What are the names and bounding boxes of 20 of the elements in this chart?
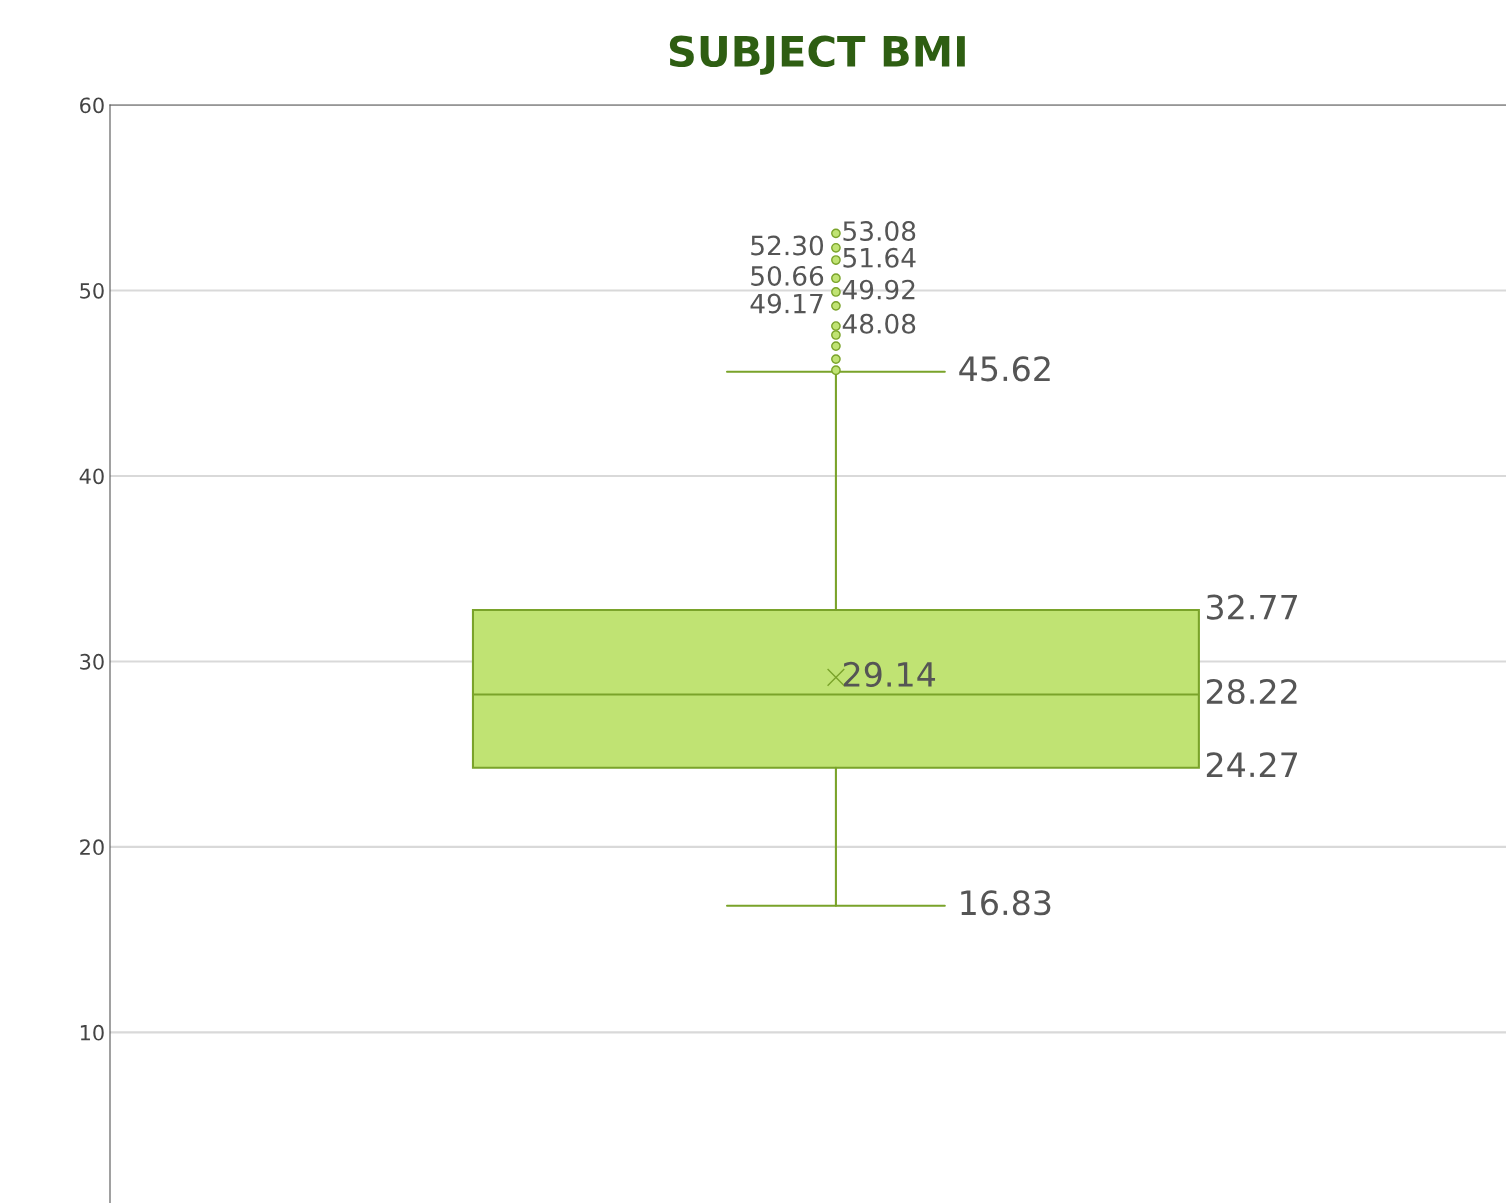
annotation: 48.08 (842, 313, 916, 334)
y-tick-label: 50 (80, 282, 104, 299)
y-tick-label: 10 (80, 1024, 104, 1041)
y-tick-label: 20 (80, 839, 104, 856)
chart-title: SUBJECT BMI (669, 35, 965, 75)
annotation: 32.77 (1206, 594, 1298, 620)
annotation: 28.22 (1206, 678, 1297, 705)
annotation: 51.64 (843, 247, 916, 268)
annotation: 52.30 (751, 235, 824, 256)
y-tick-label: 60 (80, 97, 104, 114)
annotation: 16.83 (961, 890, 1051, 916)
y-tick-label: 30 (80, 653, 104, 670)
annotation: 49.92 (842, 279, 915, 300)
annotation: 50.66 (751, 265, 824, 286)
annotation: 24.27 (1206, 752, 1298, 777)
annotation: 49.17 (750, 293, 823, 314)
annotation: 53.08 (843, 221, 916, 241)
annotation: 45.62 (959, 356, 1050, 382)
annotation: 29.14 (843, 661, 936, 688)
y-tick-label: 40 (79, 468, 104, 485)
